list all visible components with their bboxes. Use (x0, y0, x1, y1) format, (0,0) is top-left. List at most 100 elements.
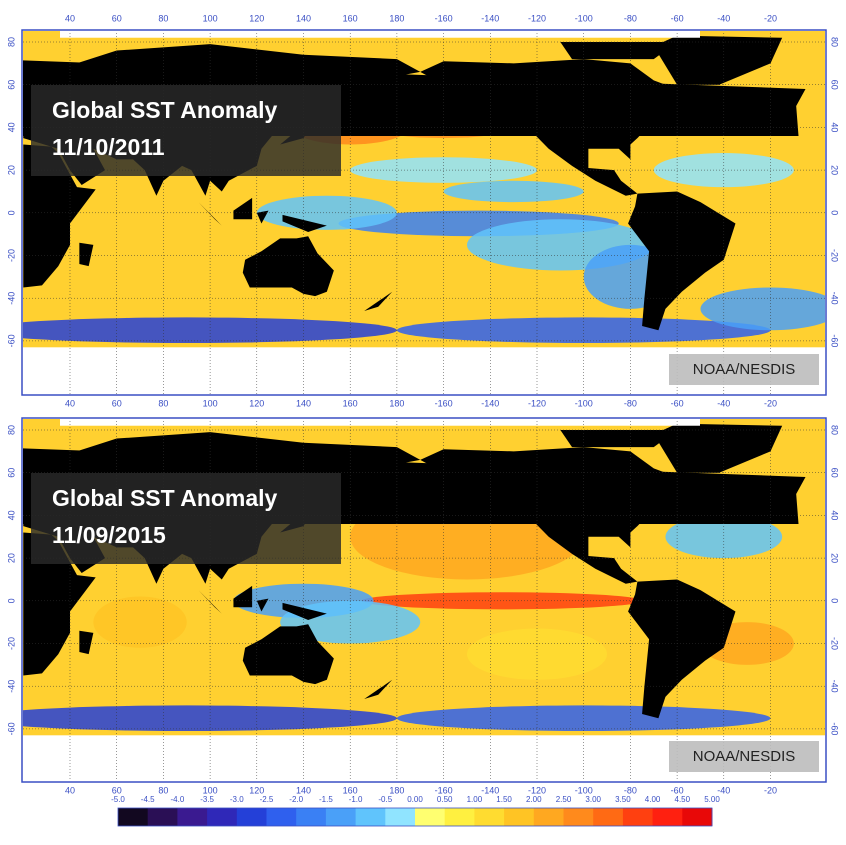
latitude-label: -40 (6, 292, 16, 305)
latitude-label: 60 (830, 468, 840, 478)
colorbar-cell (296, 808, 327, 826)
land (282, 602, 327, 621)
colorbar-cell (622, 808, 654, 826)
longitude-label: -120 (528, 785, 546, 795)
colorbar-label: -4.0 (171, 795, 185, 804)
colorbar-cell (415, 808, 446, 826)
longitude-label: -160 (435, 785, 453, 795)
latitude-label: -20 (6, 637, 16, 650)
colorbar-label: -3.0 (230, 795, 244, 804)
longitude-label: 120 (249, 13, 264, 23)
latitude-label: 80 (830, 425, 840, 435)
anomaly-region (466, 628, 608, 680)
longitude-label: -20 (764, 785, 777, 795)
land (560, 430, 678, 448)
colorbar-label: 1.00 (467, 795, 483, 804)
longitude-label: -140 (481, 785, 499, 795)
longitude-label: 140 (296, 13, 311, 23)
land (560, 42, 678, 60)
latitude-label: 0 (6, 210, 16, 215)
longitude-label: -120 (528, 398, 546, 408)
latitude-label: 0 (6, 598, 16, 603)
colorbar-cell (207, 808, 238, 826)
latitude-label: 0 (830, 598, 840, 603)
colorbar-cell (236, 808, 267, 826)
land (233, 197, 253, 220)
longitude-label: 180 (389, 398, 404, 408)
longitude-label: -20 (764, 398, 777, 408)
land (242, 236, 334, 297)
longitude-label: 160 (343, 398, 358, 408)
anomaly-region (93, 596, 187, 648)
longitude-label: 60 (112, 785, 122, 795)
latitude-label: -60 (830, 722, 840, 735)
longitude-label: 120 (249, 785, 264, 795)
colorbar-cell (118, 808, 149, 826)
colorbar-label: 4.50 (675, 795, 691, 804)
longitude-label: 40 (65, 13, 75, 23)
map-frame (21, 417, 827, 783)
credit-box (669, 741, 819, 772)
credit: NOAA/NESDIS (693, 748, 796, 765)
longitude-label: -140 (481, 13, 499, 23)
colorbar-cell (325, 808, 357, 826)
longitude-label: 100 (203, 398, 218, 408)
latitude-label: 40 (830, 122, 840, 132)
latitude-label: -20 (830, 637, 840, 650)
longitude-label: 160 (343, 785, 358, 795)
longitude-label: -80 (624, 785, 637, 795)
panel-title: Global SST Anomaly (52, 97, 278, 123)
latitude-label: -60 (6, 334, 16, 347)
longitude-label: -60 (671, 785, 684, 795)
colorbar-label: 0.00 (407, 795, 423, 804)
anomaly-region (443, 180, 584, 203)
anomaly-region (700, 287, 825, 331)
longitude-label: -40 (717, 398, 730, 408)
latitude-label: 20 (830, 553, 840, 563)
title-box (31, 473, 341, 564)
anomaly-region (361, 592, 643, 610)
colorbar-label: -1.0 (349, 795, 363, 804)
colorbar-cell (682, 808, 713, 826)
arctic-ice (60, 31, 700, 38)
panel-date: 11/10/2011 (52, 134, 165, 160)
colorbar-label: -1.5 (319, 795, 333, 804)
longitude-label: -100 (575, 13, 593, 23)
colorbar-cell (355, 808, 386, 826)
longitude-label: 80 (158, 398, 168, 408)
land (233, 585, 253, 608)
land (653, 35, 783, 85)
colorbar-cell (652, 808, 683, 826)
colorbar-cell (266, 808, 297, 826)
longitude-label: -80 (624, 13, 637, 23)
land (282, 214, 327, 233)
latitude-label: 40 (830, 510, 840, 520)
longitude-label: -140 (481, 398, 499, 408)
anomaly-region (653, 153, 794, 188)
colorbar-cell (593, 808, 624, 826)
arctic-ice (60, 419, 700, 426)
longitude-label: -160 (435, 13, 453, 23)
longitude-label: 180 (389, 785, 404, 795)
land (23, 144, 96, 288)
land (256, 210, 269, 224)
colorbar-cell (474, 808, 505, 826)
longitude-label: -60 (671, 398, 684, 408)
colorbar-cell (147, 808, 178, 826)
latitude-label: 60 (6, 468, 16, 478)
latitude-label: -20 (830, 249, 840, 262)
colorbar-label: 1.50 (496, 795, 512, 804)
longitude-label: -80 (624, 398, 637, 408)
colorbar-cell (533, 808, 564, 826)
land (198, 590, 222, 614)
longitude-label: 40 (65, 398, 75, 408)
longitude-label: 140 (296, 785, 311, 795)
latitude-label: 80 (6, 37, 16, 47)
panel-title: Global SST Anomaly (52, 485, 278, 511)
anomaly-region (665, 515, 783, 559)
land (198, 202, 222, 226)
latitude-label: -40 (830, 680, 840, 693)
colorbar-label: -5.0 (111, 795, 125, 804)
latitude-label: 0 (830, 210, 840, 215)
latitude-label: 60 (6, 80, 16, 90)
